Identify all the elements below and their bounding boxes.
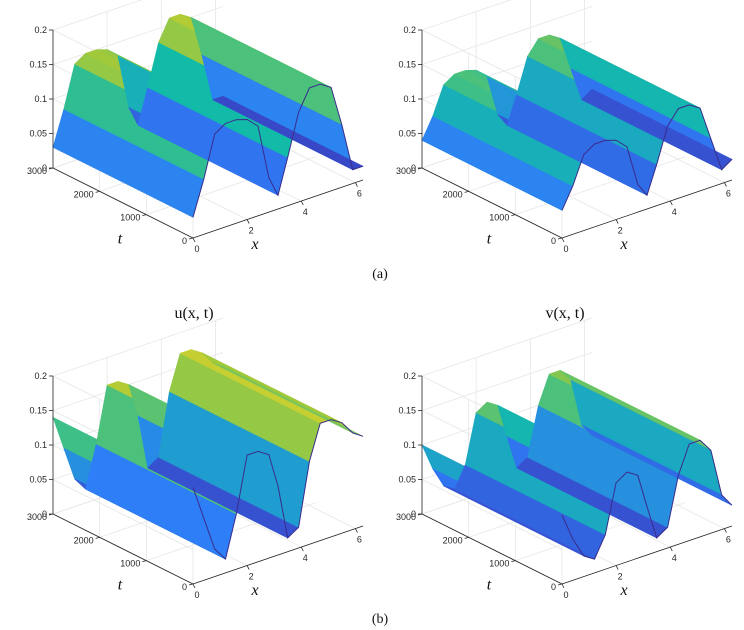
x-tick-label: 0 xyxy=(194,244,199,254)
x-axis-label: x xyxy=(620,236,628,253)
t-tick-label: 1000 xyxy=(489,213,509,223)
x-tick-label: 2 xyxy=(249,572,254,582)
x-axis-label: x xyxy=(620,582,628,599)
z-tick-label: 0.2 xyxy=(34,371,47,381)
z-tick-label: 0.05 xyxy=(29,129,47,139)
z-tick-label: 0.1 xyxy=(403,94,416,104)
x-tick-label: 4 xyxy=(303,207,308,217)
x-tick-label: 6 xyxy=(357,535,362,545)
t-axis xyxy=(421,167,563,239)
x-tick-label: 6 xyxy=(357,189,362,199)
x-axis-label: x xyxy=(251,236,259,253)
z-tick-label: 0.15 xyxy=(29,60,47,70)
x-tick-label: 4 xyxy=(672,207,677,217)
z-tick-label: 0 xyxy=(411,509,416,519)
label-u: u(x, t) xyxy=(174,305,213,322)
x-tick-label: 4 xyxy=(672,553,677,563)
t-tick-label: 3000 xyxy=(27,512,47,522)
x-tick-label: 2 xyxy=(249,226,254,236)
z-tick-label: 0.2 xyxy=(34,25,47,35)
x-axis-label: x xyxy=(251,582,259,599)
t-axis-label: t xyxy=(487,231,492,248)
t-tick-label: 2000 xyxy=(443,535,463,545)
caption-b: (b) xyxy=(372,612,389,627)
t-tick-label: 1000 xyxy=(120,213,140,223)
t-tick-label: 3000 xyxy=(27,166,47,176)
t-axis xyxy=(421,513,563,585)
x-axis xyxy=(192,525,364,585)
z-tick-label: 0.2 xyxy=(403,371,416,381)
z-tick-label: 0.15 xyxy=(398,406,416,416)
t-tick-label: 0 xyxy=(182,582,187,592)
t-axis xyxy=(52,167,194,239)
z-tick-label: 0 xyxy=(42,163,47,173)
x-tick-label: 0 xyxy=(194,590,199,600)
x-tick-label: 0 xyxy=(563,590,568,600)
t-tick-label: 3000 xyxy=(396,512,416,522)
z-tick-label: 0.1 xyxy=(34,94,47,104)
z-tick-label: 0.1 xyxy=(403,440,416,450)
t-tick-label: 1000 xyxy=(489,559,509,569)
z-tick-label: 0.1 xyxy=(34,440,47,450)
t-tick-label: 2000 xyxy=(74,535,94,545)
surface-front-edge xyxy=(192,419,364,561)
x-tick-label: 2 xyxy=(618,572,623,582)
t-axis-label: t xyxy=(118,231,123,248)
t-tick-label: 3000 xyxy=(396,166,416,176)
x-axis xyxy=(561,179,733,239)
t-tick-label: 2000 xyxy=(443,189,463,199)
x-axis xyxy=(561,525,733,585)
z-tick-label: 0.05 xyxy=(398,475,416,485)
t-tick-label: 2000 xyxy=(74,189,94,199)
x-tick-label: 6 xyxy=(726,535,731,545)
t-axis-label: t xyxy=(118,577,123,594)
z-tick-label: 0.05 xyxy=(29,475,47,485)
surface-front-edge xyxy=(192,83,364,218)
t-tick-label: 1000 xyxy=(120,559,140,569)
t-axis xyxy=(52,513,194,585)
z-tick-label: 0.15 xyxy=(29,406,47,416)
x-tick-label: 6 xyxy=(726,189,731,199)
surface-front-edge xyxy=(561,439,733,560)
z-tick-label: 0 xyxy=(411,163,416,173)
label-v: v(x, t) xyxy=(545,305,584,322)
x-tick-label: 2 xyxy=(618,226,623,236)
x-axis xyxy=(192,179,364,239)
z-tick-label: 0 xyxy=(42,509,47,519)
x-tick-label: 4 xyxy=(303,553,308,563)
caption-a: (a) xyxy=(372,267,388,282)
z-tick-label: 0.2 xyxy=(403,25,416,35)
z-tick-label: 0.05 xyxy=(398,129,416,139)
t-tick-label: 0 xyxy=(551,582,556,592)
z-tick-label: 0.15 xyxy=(398,60,416,70)
x-tick-label: 0 xyxy=(563,244,568,254)
t-tick-label: 0 xyxy=(182,236,187,246)
t-tick-label: 0 xyxy=(551,236,556,246)
t-axis-label: t xyxy=(487,577,492,594)
surface-front-edge xyxy=(561,104,733,211)
